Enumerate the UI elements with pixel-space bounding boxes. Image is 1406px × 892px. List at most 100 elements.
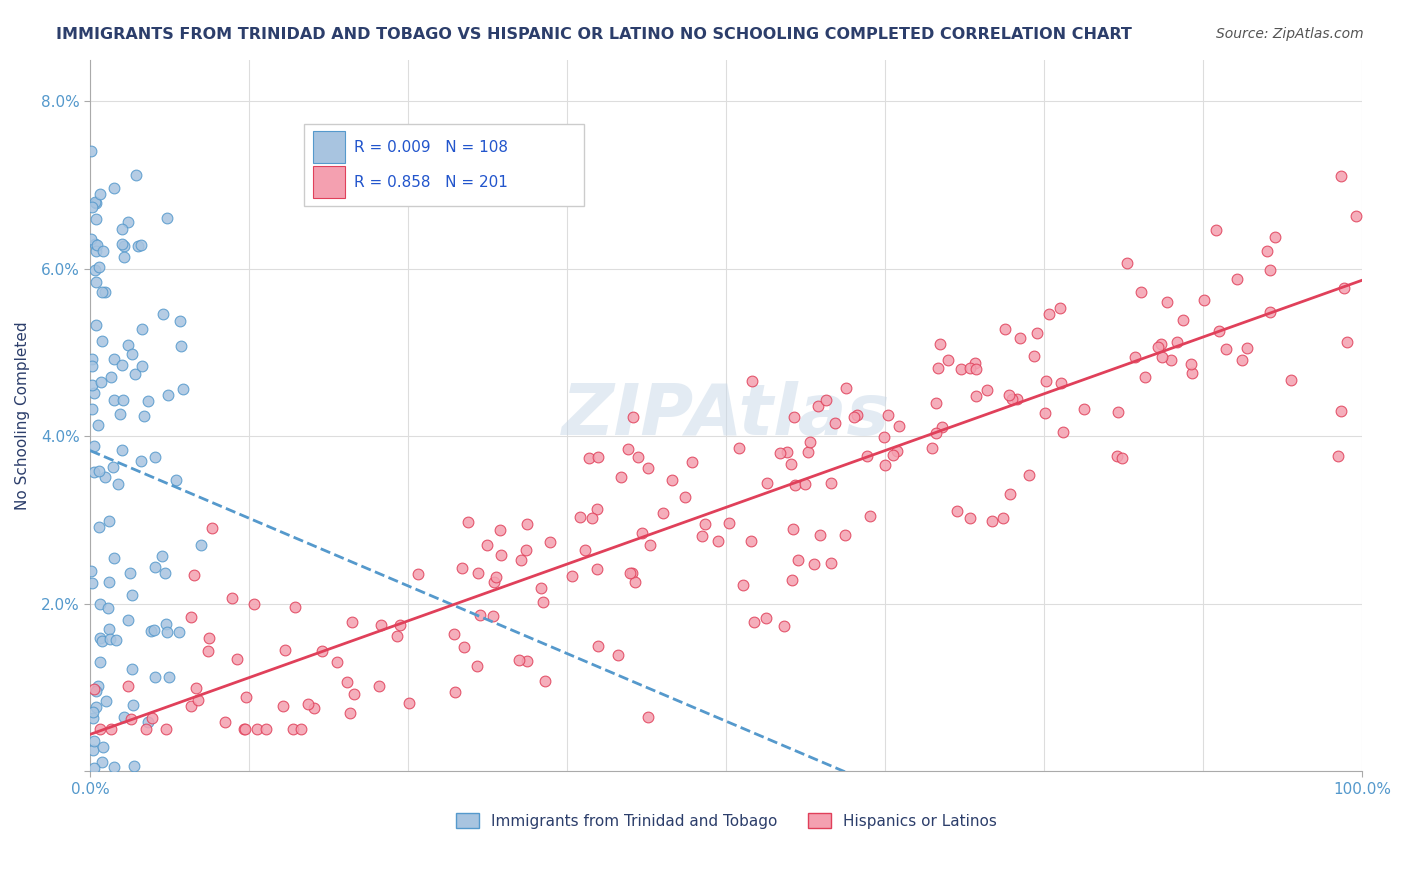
Point bbox=[1115, 256, 1137, 270]
Point bbox=[122, 759, 145, 773]
Point bbox=[165, 473, 187, 487]
Point bbox=[451, 561, 474, 575]
Point bbox=[1008, 331, 1031, 345]
Point bbox=[186, 681, 208, 695]
Point bbox=[136, 393, 159, 408]
Point bbox=[385, 629, 408, 643]
Point bbox=[103, 392, 125, 407]
Point bbox=[103, 460, 125, 475]
Point bbox=[91, 634, 114, 648]
Point bbox=[232, 723, 254, 737]
Point bbox=[104, 632, 127, 647]
Point bbox=[84, 683, 107, 698]
Point bbox=[339, 706, 361, 720]
Point bbox=[271, 698, 294, 713]
Point bbox=[820, 476, 842, 491]
Point bbox=[824, 417, 846, 431]
Point bbox=[150, 549, 173, 563]
Point bbox=[1026, 326, 1049, 340]
Point bbox=[143, 670, 166, 684]
Point bbox=[111, 358, 134, 372]
Point bbox=[141, 624, 163, 638]
Point bbox=[534, 673, 557, 688]
Point bbox=[80, 352, 103, 367]
Point bbox=[89, 186, 111, 201]
Point bbox=[254, 723, 277, 737]
Point bbox=[755, 611, 778, 625]
Point bbox=[1022, 349, 1045, 363]
Point bbox=[1150, 337, 1173, 351]
Legend: Immigrants from Trinidad and Tobago, Hispanics or Latinos: Immigrants from Trinidad and Tobago, His… bbox=[450, 806, 1002, 835]
Point bbox=[83, 465, 105, 479]
Point bbox=[540, 535, 562, 549]
Point bbox=[1130, 285, 1153, 299]
Point bbox=[1052, 425, 1074, 439]
Point bbox=[815, 392, 838, 407]
Point bbox=[142, 623, 165, 637]
Point bbox=[1279, 373, 1302, 387]
Point bbox=[83, 263, 105, 277]
Point bbox=[755, 475, 778, 490]
Point bbox=[112, 250, 135, 264]
Point bbox=[693, 517, 716, 532]
Point bbox=[89, 519, 111, 533]
Point bbox=[931, 419, 953, 434]
Point bbox=[936, 352, 959, 367]
Point bbox=[83, 236, 105, 251]
Point bbox=[117, 337, 139, 351]
Point bbox=[1236, 341, 1258, 355]
Point bbox=[97, 601, 120, 615]
Point bbox=[342, 615, 364, 629]
Point bbox=[89, 655, 111, 669]
Point bbox=[873, 458, 896, 472]
Point bbox=[1038, 307, 1060, 321]
Point bbox=[624, 574, 647, 589]
Point bbox=[406, 566, 429, 581]
Point bbox=[246, 723, 269, 737]
Point bbox=[367, 679, 389, 693]
Point bbox=[89, 723, 111, 737]
Point bbox=[83, 439, 105, 453]
Point bbox=[482, 575, 505, 590]
Point bbox=[83, 682, 105, 697]
Point bbox=[1326, 449, 1348, 463]
Point bbox=[90, 755, 112, 769]
Point bbox=[94, 469, 117, 483]
Point bbox=[243, 597, 266, 611]
Point bbox=[530, 581, 553, 595]
Point bbox=[120, 712, 142, 726]
Point bbox=[98, 623, 121, 637]
Point bbox=[233, 723, 256, 737]
Point bbox=[100, 370, 122, 384]
Point bbox=[91, 334, 114, 348]
Point bbox=[574, 543, 596, 558]
Point bbox=[127, 238, 149, 252]
Point bbox=[117, 679, 139, 693]
Point bbox=[1205, 222, 1227, 236]
Point bbox=[1033, 406, 1056, 420]
Point bbox=[959, 511, 981, 525]
Point bbox=[510, 553, 533, 567]
Text: R = 0.858   N = 201: R = 0.858 N = 201 bbox=[354, 175, 508, 190]
Point bbox=[1346, 210, 1368, 224]
Point bbox=[1192, 293, 1215, 307]
Point bbox=[169, 339, 191, 353]
Point bbox=[94, 285, 117, 299]
Point bbox=[155, 616, 177, 631]
Point bbox=[80, 145, 103, 159]
Point bbox=[326, 655, 349, 669]
Point bbox=[925, 426, 948, 441]
Point bbox=[197, 644, 219, 658]
Point bbox=[84, 194, 107, 209]
Point bbox=[1050, 376, 1073, 390]
Point bbox=[787, 552, 810, 566]
Point bbox=[619, 566, 641, 581]
Point bbox=[581, 511, 603, 525]
Point bbox=[846, 408, 869, 422]
Point bbox=[190, 538, 212, 552]
Point bbox=[89, 631, 111, 645]
Point bbox=[606, 648, 628, 663]
Point bbox=[959, 361, 981, 376]
Point bbox=[661, 473, 683, 487]
Point bbox=[707, 534, 730, 549]
